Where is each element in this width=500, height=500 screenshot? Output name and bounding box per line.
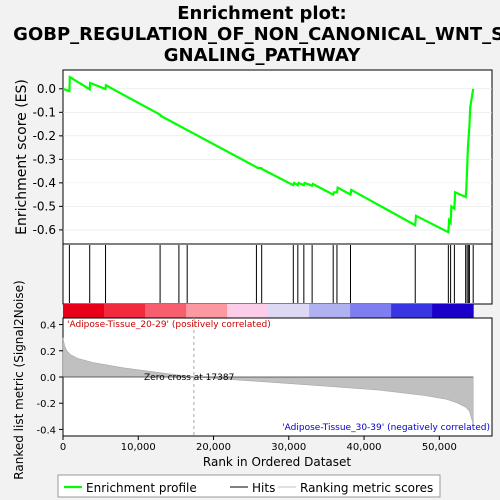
colorbar-segment xyxy=(432,304,474,318)
legend-enrichment-label: Enrichment profile xyxy=(86,481,197,495)
legend-metric-label: Ranking metric scores xyxy=(300,481,433,495)
colorbar-segment xyxy=(227,304,269,318)
x-tick-label: 50,000 xyxy=(422,442,457,453)
title-line-3: GNALING_PATHWAY xyxy=(164,45,361,66)
x-tick-label: 30,000 xyxy=(271,442,306,453)
colorbar-segment xyxy=(309,304,351,318)
title-line-1: Enrichment plot: xyxy=(177,3,347,24)
es-y-tick-label: -0.6 xyxy=(33,223,56,237)
colorbar-segment xyxy=(350,304,392,318)
colorbar-segment xyxy=(268,304,310,318)
es-y-axis-label: Enrichment score (ES) xyxy=(14,79,30,235)
x-axis-label: Rank in Ordered Dataset xyxy=(203,455,351,469)
es-y-tick-label: -0.1 xyxy=(33,105,56,119)
es-y-tick-label: -0.4 xyxy=(33,176,56,190)
legend-box xyxy=(57,474,441,498)
metric-y-axis-label: Ranked list metric (Signal2Noise) xyxy=(12,280,26,479)
colorbar-segment xyxy=(63,304,105,318)
enrichment-profile-line xyxy=(62,75,475,234)
metric-y-tick-label: -0.4 xyxy=(36,425,56,436)
es-y-tick-label: -0.2 xyxy=(33,129,56,143)
es-y-tick-label: 0.0 xyxy=(37,82,56,96)
es-y-tick-label: -0.3 xyxy=(33,152,56,166)
x-tick-label: 10,000 xyxy=(121,442,156,453)
ranking-metric-area xyxy=(62,337,474,425)
zero-cross-label: Zero cross at 17387 xyxy=(144,373,234,383)
colorbar-segment xyxy=(391,304,433,318)
colorbar-segment xyxy=(104,304,146,318)
pos-correlated-label: 'Adipose-Tissue_20-29' (positively corre… xyxy=(67,320,271,330)
es-panel xyxy=(62,69,493,245)
title-line-2: GOBP_REGULATION_OF_NON_CANONICAL_WNT_SI xyxy=(13,24,500,45)
legend-hits-label: Hits xyxy=(252,481,275,495)
es-y-tick-label: -0.5 xyxy=(33,199,56,213)
metric-y-tick-label: 0.4 xyxy=(40,321,56,332)
neg-correlated-label: 'Adipose-Tissue_30-39' (negatively corre… xyxy=(282,423,490,433)
x-tick-label: 0 xyxy=(60,442,66,453)
x-tick-label: 40,000 xyxy=(347,442,382,453)
colorbar-segment xyxy=(186,304,228,318)
hits-panel xyxy=(62,243,493,305)
metric-y-tick-label: -0.2 xyxy=(36,399,56,410)
metric-y-tick-label: 0.0 xyxy=(40,373,56,384)
colorbar-segment xyxy=(145,304,187,318)
metric-y-tick-label: 0.2 xyxy=(40,347,56,358)
x-tick-label: 20,000 xyxy=(196,442,231,453)
